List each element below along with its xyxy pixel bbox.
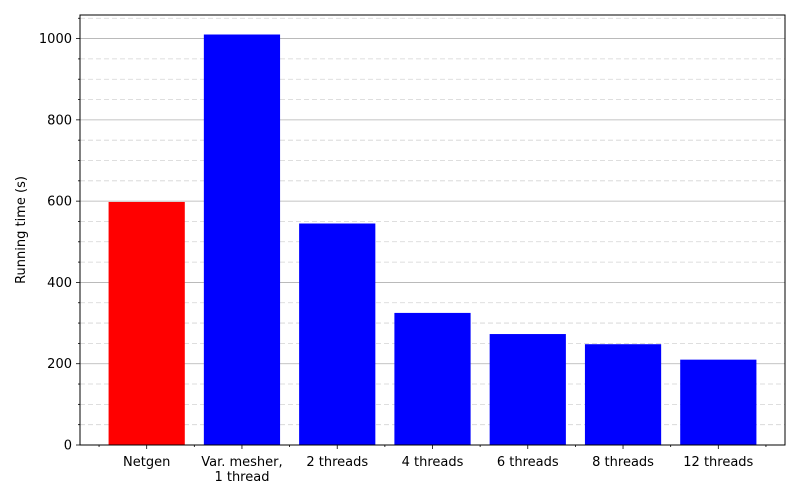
x-tick-label: Var. mesher, 1 thread — [201, 455, 282, 485]
bar-0 — [108, 201, 185, 445]
x-tick-label: Netgen — [123, 455, 170, 470]
x-tick-label: 8 threads — [592, 455, 654, 470]
bar-4 — [489, 334, 566, 445]
bar-3 — [394, 312, 471, 445]
x-tick-label: 4 threads — [402, 455, 464, 470]
x-tick-label: 2 threads — [306, 455, 368, 470]
y-tick-label: 0 — [64, 439, 72, 454]
bars — [108, 34, 757, 445]
y-axis-ticks: 0 200 400 600 800 1000 — [39, 17, 80, 454]
y-tick-label: 400 — [47, 276, 72, 291]
y-tick-label: 800 — [47, 113, 72, 128]
bar-1 — [203, 34, 281, 445]
bar-2 — [299, 223, 376, 445]
bar-6 — [680, 359, 757, 445]
y-axis-label: Running time (s) — [14, 176, 29, 284]
bar-5 — [584, 344, 662, 445]
x-axis-ticks: Netgen Var. mesher, 1 thread 2 threads 4 thr… — [98, 445, 767, 485]
x-tick-label: 6 threads — [497, 455, 559, 470]
y-tick-label: 600 — [47, 195, 72, 210]
y-tick-label: 200 — [47, 357, 72, 372]
y-tick-label: 1000 — [39, 32, 72, 47]
x-tick-label: 12 threads — [683, 455, 753, 470]
